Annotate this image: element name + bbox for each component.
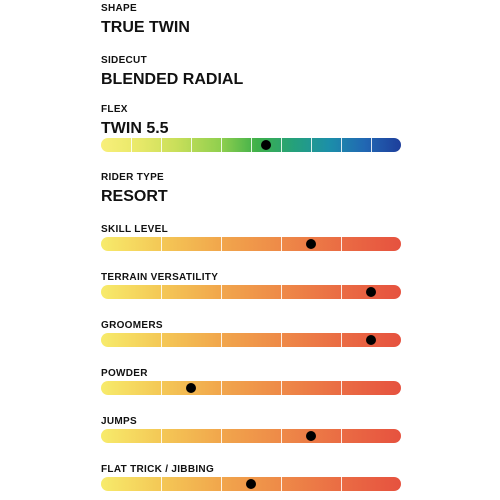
rating-marker (246, 479, 256, 489)
bar-divider (341, 237, 342, 251)
bar-divider (221, 333, 222, 347)
bar-divider (191, 138, 192, 152)
bar-divider (281, 285, 282, 299)
rating-marker (366, 287, 376, 297)
bar-divider (341, 429, 342, 443)
bar-divider (281, 429, 282, 443)
bar-divider (281, 138, 282, 152)
rider-type-value: RESORT (101, 188, 168, 205)
spec-shape: SHAPE TRUE TWIN (101, 3, 401, 38)
bar-divider (341, 333, 342, 347)
rating-scale (101, 333, 401, 347)
bar-divider (161, 285, 162, 299)
bar-divider (281, 381, 282, 395)
bar-divider (341, 381, 342, 395)
rating-label: POWDER (101, 368, 148, 379)
bar-divider (221, 477, 222, 491)
spec-rider-type: RIDER TYPE RESORT (101, 172, 401, 207)
bar-divider (161, 429, 162, 443)
bar-divider (221, 237, 222, 251)
bar-divider (281, 237, 282, 251)
bar-divider (341, 138, 342, 152)
rating-scale (101, 285, 401, 299)
bar-divider (161, 477, 162, 491)
spec-flex: FLEX TWIN 5.5 (101, 104, 401, 139)
flex-value: TWIN 5.5 (101, 120, 169, 137)
bar-divider (311, 138, 312, 152)
rating-marker (306, 239, 316, 249)
bar-divider (221, 381, 222, 395)
rating-bar (101, 381, 401, 395)
spec-sidecut: SIDECUT BLENDED RADIAL (101, 55, 401, 90)
rating-scale (101, 381, 401, 395)
bar-divider (371, 138, 372, 152)
rating-marker (306, 431, 316, 441)
bar-divider (161, 333, 162, 347)
rating-scale (101, 237, 401, 251)
shape-value: TRUE TWIN (101, 19, 190, 36)
bar-divider (281, 477, 282, 491)
sidecut-label: SIDECUT (101, 55, 147, 66)
bar-divider (221, 429, 222, 443)
flex-scale (101, 138, 401, 152)
bar-divider (131, 138, 132, 152)
bar-divider (221, 138, 222, 152)
rating-label: GROOMERS (101, 320, 163, 331)
bar-divider (161, 381, 162, 395)
flex-label: FLEX (101, 104, 128, 115)
rating-label: JUMPS (101, 416, 137, 427)
rating-bar (101, 333, 401, 347)
bar-divider (281, 333, 282, 347)
rating-scale (101, 477, 401, 491)
rating-marker (186, 383, 196, 393)
rating-marker (366, 335, 376, 345)
rating-label: FLAT TRICK / JIBBING (101, 464, 215, 475)
bar-divider (341, 477, 342, 491)
bar-divider (161, 237, 162, 251)
rating-bar (101, 285, 401, 299)
bar-divider (341, 285, 342, 299)
rating-bar (101, 237, 401, 251)
bar-divider (221, 285, 222, 299)
rider-type-label: RIDER TYPE (101, 172, 165, 183)
rating-label: SKILL LEVEL (101, 224, 169, 235)
bar-divider (251, 138, 252, 152)
flex-marker (261, 140, 271, 150)
rating-bar (101, 429, 401, 443)
bar-divider (161, 138, 162, 152)
rating-label: TERRAIN VERSATILITY (101, 272, 219, 283)
flex-bar (101, 138, 401, 152)
rating-scale (101, 429, 401, 443)
shape-label: SHAPE (101, 3, 137, 14)
sidecut-value: BLENDED RADIAL (101, 71, 244, 88)
